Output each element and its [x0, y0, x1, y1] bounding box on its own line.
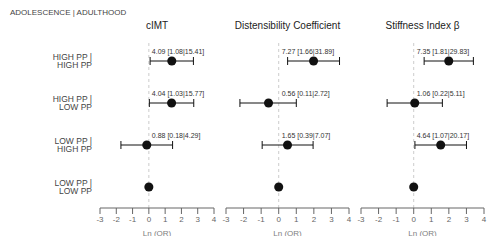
- svg-text:HIGH PP |LOW PP: HIGH PP |LOW PP: [53, 94, 93, 113]
- svg-text:Ln (OR): Ln (OR): [408, 229, 437, 236]
- html-text:ADOLESCENCE | ADULTHOOD: ADOLESCENCE | ADULTHOOD: [10, 8, 127, 17]
- svg-text:7.27 [1.66|31.89]: 7.27 [1.66|31.89]: [282, 48, 334, 56]
- svg-text:0: 0: [276, 215, 281, 224]
- svg-text:LOW PP |LOW PP: LOW PP |LOW PP: [55, 178, 93, 197]
- svg-text:-2: -2: [113, 215, 121, 224]
- svg-text:-3: -3: [96, 215, 104, 224]
- svg-text:0: 0: [147, 215, 152, 224]
- svg-text:-1: -1: [393, 215, 401, 224]
- svg-text:4: 4: [482, 215, 487, 224]
- svg-text:2: 2: [312, 215, 317, 224]
- svg-text:2: 2: [179, 215, 184, 224]
- svg-text:4.09 [1.08|15.41]: 4.09 [1.08|15.41]: [152, 48, 204, 56]
- svg-text:LOW PP |HIGH PP: LOW PP |HIGH PP: [55, 136, 93, 155]
- svg-text:1: 1: [163, 215, 168, 224]
- svg-text:3: 3: [195, 215, 200, 224]
- svg-text:2: 2: [447, 215, 452, 224]
- svg-text:0.88 [0.18|4.29]: 0.88 [0.18|4.29]: [152, 132, 201, 140]
- svg-text:1.65 [0.39|7.07]: 1.65 [0.39|7.07]: [282, 132, 331, 140]
- svg-text:4: 4: [347, 215, 352, 224]
- svg-text:1: 1: [294, 215, 299, 224]
- svg-text:1.06 [0.22|5.11]: 1.06 [0.22|5.11]: [417, 90, 465, 98]
- svg-text:-2: -2: [240, 215, 248, 224]
- svg-text:-1: -1: [129, 215, 137, 224]
- svg-text:Ln (OR): Ln (OR): [143, 229, 172, 236]
- svg-text:0.56 [0.11|2.72]: 0.56 [0.11|2.72]: [282, 90, 330, 98]
- svg-text:-2: -2: [375, 215, 383, 224]
- svg-text:-3: -3: [357, 215, 365, 224]
- svg-text:3: 3: [464, 215, 469, 224]
- svg-text:3: 3: [329, 215, 334, 224]
- html-text:Distensibility Coefficient: Distensibility Coefficient: [234, 20, 341, 31]
- svg-text:-1: -1: [258, 215, 266, 224]
- svg-text:Ln (OR): Ln (OR): [273, 229, 302, 236]
- html-text:Stiffness Index β: Stiffness Index β: [385, 20, 460, 31]
- svg-text:1: 1: [429, 215, 434, 224]
- svg-text:7.35 [1.81|29.83]: 7.35 [1.81|29.83]: [417, 48, 469, 56]
- svg-text:0: 0: [411, 215, 416, 224]
- svg-text:HIGH PP |HIGH PP: HIGH PP |HIGH PP: [53, 52, 93, 71]
- svg-text:4: 4: [212, 215, 217, 224]
- svg-text:4.04 [1.03|15.77]: 4.04 [1.03|15.77]: [152, 90, 204, 98]
- svg-text:-3: -3: [222, 215, 230, 224]
- svg-text:4.64 [1.07|20.17]: 4.64 [1.07|20.17]: [417, 132, 469, 140]
- html-text:cIMT: cIMT: [145, 20, 169, 31]
